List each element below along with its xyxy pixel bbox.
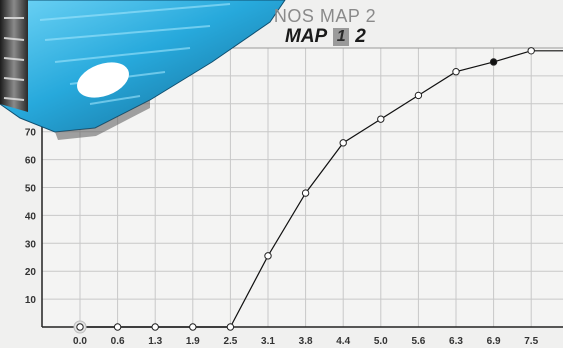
data-point[interactable] [414, 91, 423, 100]
page-title: NOS MAP 2 [273, 6, 377, 26]
x-tick-label: 4.4 [336, 336, 350, 347]
x-tick-label: 6.3 [449, 336, 463, 347]
y-tick-label: 50 [25, 184, 37, 195]
x-tick-label: 1.3 [148, 336, 162, 347]
x-tick-label: 0.0 [73, 336, 87, 347]
x-tick-label: 6.9 [487, 336, 501, 347]
x-tick-label: 3.8 [299, 336, 313, 347]
x-tick-label: 2.5 [223, 336, 237, 347]
y-tick-label: 30 [25, 239, 37, 250]
map-option-1[interactable]: 1 [333, 28, 350, 46]
data-point[interactable] [264, 252, 272, 260]
selected-data-point[interactable] [489, 58, 498, 66]
data-point[interactable] [301, 189, 310, 197]
x-tick-label: 5.6 [411, 336, 425, 347]
y-tick-label: 60 [25, 156, 37, 167]
x-tick-label: 5.0 [374, 336, 388, 347]
x-tick-label: 0.6 [111, 336, 125, 347]
y-tick-label: 70 [25, 128, 37, 139]
data-point[interactable] [151, 323, 159, 331]
data-point[interactable] [113, 323, 122, 331]
x-tick-label: 3.1 [261, 336, 275, 347]
map-selector: MAP 1 2 [285, 26, 366, 48]
y-tick-label: 40 [25, 211, 37, 222]
x-tick-label: 7.5 [524, 336, 538, 347]
data-point[interactable] [226, 323, 235, 331]
y-tick-label: 10 [25, 295, 37, 306]
data-point[interactable] [452, 68, 460, 76]
y-tick-label: 20 [25, 267, 37, 278]
data-point[interactable] [189, 323, 197, 331]
blue-anodized-part-icon [0, 0, 286, 140]
data-point[interactable] [76, 323, 84, 331]
map-label: MAP [285, 26, 328, 47]
map-option-2[interactable]: 2 [355, 26, 366, 47]
x-tick-label: 1.9 [186, 336, 200, 347]
data-point[interactable] [527, 47, 535, 55]
data-point[interactable] [377, 115, 385, 123]
data-point[interactable] [339, 139, 347, 147]
